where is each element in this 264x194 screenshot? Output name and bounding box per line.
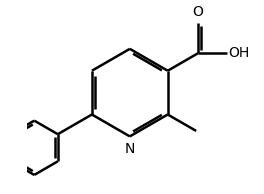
Text: N: N <box>125 142 135 156</box>
Text: O: O <box>193 5 204 19</box>
Text: OH: OH <box>228 46 249 60</box>
